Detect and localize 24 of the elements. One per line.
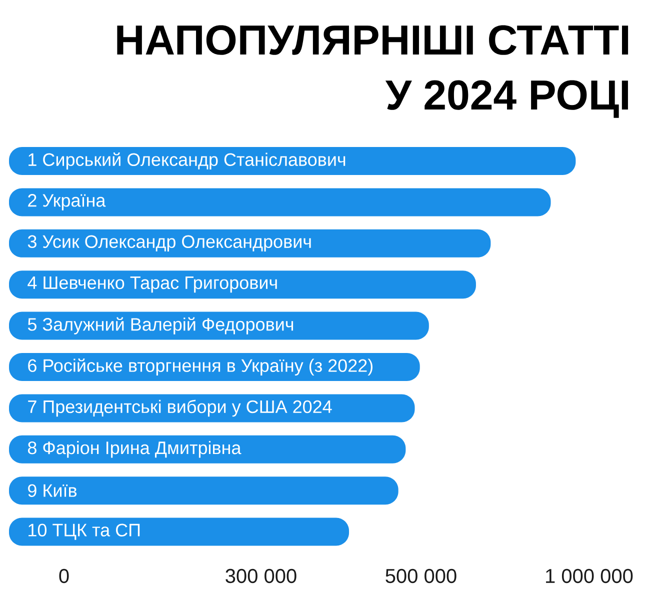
bar <box>9 435 406 464</box>
y-tick-label: 3 Усик Олександр Олександрович <box>28 235 311 252</box>
bar <box>9 476 398 505</box>
y-tick-label: 1 Сирський Олександр Станіславович <box>28 152 346 170</box>
y-tick-label: 8 Фаріон Ірина Дмитрівна <box>28 441 242 458</box>
y-tick-label: 2 Україна <box>28 194 106 210</box>
y-tick-label: 7 Президентські вибори у США 2024 <box>28 400 332 417</box>
bar <box>9 147 576 175</box>
bar <box>9 394 415 422</box>
text: 1 000 000 <box>546 568 633 584</box>
y-tick-label: 6 Російське вторгнення в Україну (з 2022) <box>28 358 372 376</box>
text: 500 000 <box>386 568 456 584</box>
bar <box>9 312 429 340</box>
y-tick-label: 5 Залужний Валерій Федорович <box>28 317 294 334</box>
bar <box>9 188 551 216</box>
bar <box>9 518 350 546</box>
bar <box>9 229 491 258</box>
bar <box>9 270 476 299</box>
chart-title: НАПОПУЛЯРНІШІ СТАТТІ У 2024 РОЦІ <box>117 25 628 118</box>
y-tick-label: 4 Шевченко Тарас Григорович <box>28 276 277 293</box>
text: 0 <box>59 568 69 584</box>
text: 300 000 <box>226 568 296 584</box>
y-tick-label: 9 Київ <box>28 484 77 497</box>
y-tick-label: 10 ТЦК та СП <box>28 524 140 540</box>
